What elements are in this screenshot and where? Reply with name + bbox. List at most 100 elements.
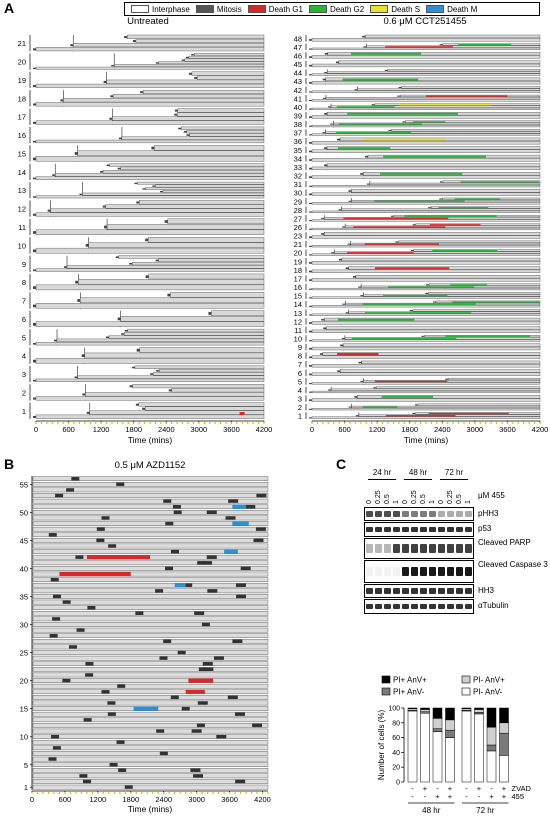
time-dot bbox=[152, 792, 154, 794]
interphase-bar bbox=[338, 60, 541, 64]
time-dot bbox=[53, 792, 55, 794]
x-tick-label: 0 bbox=[310, 425, 314, 434]
time-dot bbox=[360, 422, 362, 424]
interphase-bar bbox=[137, 181, 265, 185]
mitosis-mark bbox=[309, 399, 312, 402]
interphase-bar bbox=[127, 34, 265, 39]
death-segment bbox=[374, 267, 450, 270]
lineage-label: 30 bbox=[294, 189, 302, 198]
mitosis-mark bbox=[236, 594, 247, 599]
mitosis-mark bbox=[203, 667, 214, 672]
death-segment bbox=[188, 678, 214, 683]
time-dot bbox=[523, 422, 525, 424]
lineage-label: 14 bbox=[294, 300, 302, 309]
time-dot bbox=[409, 422, 411, 424]
mitosis-mark bbox=[85, 244, 89, 247]
interphase-bar bbox=[139, 347, 265, 353]
mitosis-mark bbox=[33, 415, 36, 418]
drug-sign: + bbox=[448, 792, 453, 801]
mitosis-mark bbox=[371, 104, 375, 106]
trace-bar bbox=[32, 767, 269, 773]
y-tick-label: 20 bbox=[392, 765, 400, 772]
timepoint-label: 72 hr bbox=[444, 468, 464, 477]
death-segment bbox=[454, 198, 501, 200]
death-segment bbox=[224, 549, 238, 554]
mitosis-mark bbox=[208, 312, 212, 315]
mitosis-mark bbox=[184, 583, 193, 587]
interphase-bar bbox=[401, 86, 541, 89]
mitosis-mark bbox=[309, 125, 312, 127]
mitosis-mark bbox=[150, 373, 154, 375]
x-tick-label: 4200 bbox=[254, 795, 271, 804]
trace-bar bbox=[32, 566, 269, 571]
death-segment bbox=[380, 172, 463, 175]
lineage-label: 34 bbox=[294, 154, 302, 163]
time-dot bbox=[452, 422, 454, 424]
x-tick-label: 1200 bbox=[90, 795, 107, 804]
trace-bar bbox=[32, 683, 269, 689]
concentration-label: 1 bbox=[429, 500, 436, 504]
time-dot bbox=[252, 422, 254, 424]
mitosis-mark bbox=[309, 150, 312, 153]
lineage-label: 33 bbox=[294, 163, 302, 172]
death-segment bbox=[412, 121, 446, 123]
x-axis-title: Time (mins) bbox=[128, 435, 173, 445]
trace-bar bbox=[32, 476, 269, 481]
trace-bar bbox=[32, 582, 269, 588]
death-segment bbox=[337, 353, 379, 356]
mitosis-mark bbox=[309, 91, 312, 93]
trace-bar bbox=[32, 594, 269, 599]
lineage-label: 16 bbox=[18, 131, 26, 140]
mitosis-mark bbox=[245, 505, 256, 509]
time-dot bbox=[201, 792, 203, 794]
death-segment bbox=[458, 44, 512, 46]
time-dot bbox=[203, 422, 205, 424]
lineage-label: 17 bbox=[294, 274, 302, 283]
interphase-bar bbox=[188, 55, 265, 59]
stack-legend-swatch bbox=[381, 687, 391, 696]
x-tick-label: 3600 bbox=[223, 425, 240, 434]
mitosis-mark bbox=[197, 701, 208, 705]
x-tick-label: 3000 bbox=[467, 425, 484, 434]
lineage-label: 5 bbox=[22, 333, 26, 342]
blot-band bbox=[446, 544, 455, 553]
x-tick-label: 1800 bbox=[122, 795, 139, 804]
drug-sign: - bbox=[424, 792, 427, 801]
time-dot bbox=[419, 422, 422, 424]
x-tick-label: 2400 bbox=[158, 425, 175, 434]
interphase-bar bbox=[311, 329, 541, 333]
mitosis-mark bbox=[216, 734, 227, 739]
mitosis-mark bbox=[52, 174, 56, 176]
time-dot bbox=[256, 792, 258, 794]
blot-band bbox=[365, 511, 374, 517]
time-dot bbox=[192, 422, 195, 424]
time-dot bbox=[241, 422, 243, 424]
time-dot bbox=[160, 422, 162, 424]
lineage-label: 39 bbox=[294, 111, 302, 120]
mitosis-mark bbox=[85, 662, 94, 666]
time-dot bbox=[165, 422, 167, 424]
mitosis-mark bbox=[309, 228, 312, 230]
drug-sign: - bbox=[478, 792, 481, 801]
azd-title: 0.5 μM AZD1152 bbox=[114, 460, 186, 471]
mitosis-mark bbox=[186, 134, 190, 136]
death-segment bbox=[336, 131, 412, 134]
interphase-bar bbox=[186, 130, 265, 134]
time-dot bbox=[528, 422, 530, 424]
blot-band bbox=[392, 566, 401, 577]
time-dot bbox=[230, 422, 233, 424]
y-tick-label: 30 bbox=[20, 621, 28, 630]
mitosis-mark bbox=[82, 393, 86, 396]
interphase-bar bbox=[342, 343, 541, 347]
mitosis-mark bbox=[328, 389, 332, 391]
mitosis-mark bbox=[152, 185, 156, 187]
time-dot bbox=[474, 422, 476, 424]
interphase-bar bbox=[364, 34, 541, 39]
interphase-bar bbox=[35, 102, 265, 107]
interphase-bar bbox=[106, 224, 265, 230]
mitosis-mark bbox=[309, 202, 312, 205]
x-tick-label: 2400 bbox=[434, 425, 451, 434]
concentration-label: 0.5 bbox=[420, 494, 427, 504]
blot-band bbox=[383, 511, 392, 517]
time-dot bbox=[36, 792, 39, 794]
